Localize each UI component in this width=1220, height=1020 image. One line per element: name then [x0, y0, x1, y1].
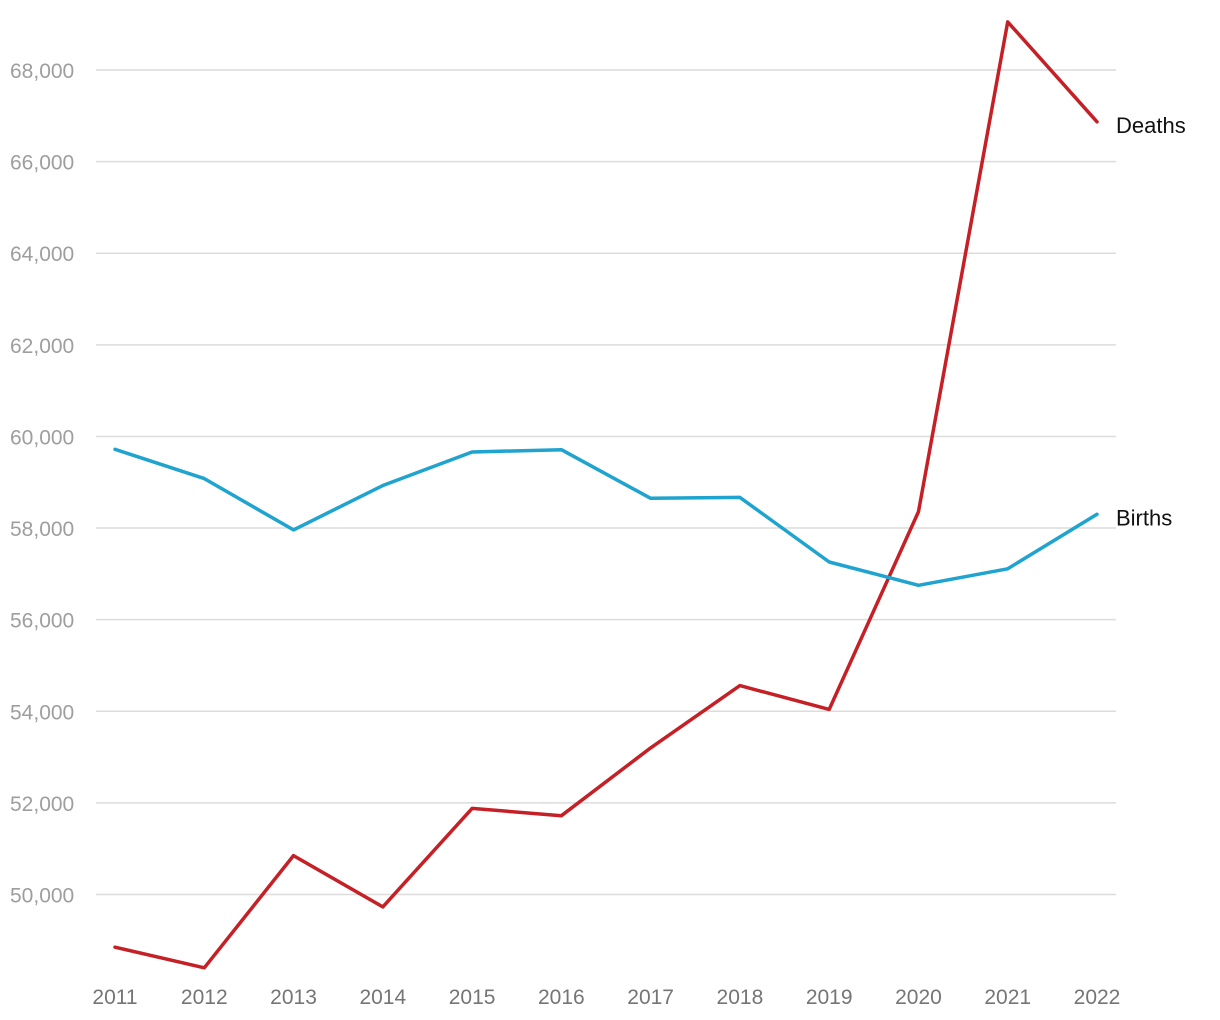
- x-tick-label: 2015: [449, 986, 496, 1009]
- x-tick-label: 2017: [627, 986, 674, 1009]
- x-tick-label: 2013: [270, 986, 317, 1009]
- births-line: [113, 447, 1099, 588]
- births-series-label: Births: [1116, 505, 1172, 530]
- x-tick-label: 2011: [92, 986, 137, 1009]
- x-tick-label: 2022: [1074, 986, 1121, 1009]
- series-lines: [113, 20, 1099, 970]
- y-tick-label: 64,000: [10, 243, 74, 266]
- y-tick-label: 52,000: [10, 793, 74, 816]
- y-tick-label: 54,000: [10, 701, 74, 724]
- deaths-line: [113, 20, 1099, 970]
- y-tick-label: 50,000: [10, 885, 74, 908]
- x-tick-label: 2018: [717, 986, 764, 1009]
- deaths-series-label: Deaths: [1116, 113, 1186, 138]
- gridlines: [96, 69, 1116, 896]
- y-axis-ticks: 50,000 52,000 54,000 56,000 58,000 60,000 62,0…: [10, 60, 74, 908]
- y-tick-label: 66,000: [10, 152, 74, 175]
- series-labels: Deaths Births: [1116, 113, 1186, 531]
- x-tick-label: 2021: [984, 986, 1031, 1009]
- x-axis-ticks: 2011 2012 2013 2014 2015 2016 2017 2018 2019 2020…: [92, 986, 1120, 1009]
- x-tick-label: 2014: [359, 986, 406, 1009]
- y-tick-label: 68,000: [10, 60, 74, 83]
- y-tick-label: 58,000: [10, 518, 74, 541]
- y-tick-label: 56,000: [10, 610, 74, 633]
- y-tick-label: 60,000: [10, 426, 74, 449]
- x-tick-label: 2012: [181, 986, 228, 1009]
- x-tick-label: 2020: [895, 986, 942, 1009]
- x-tick-label: 2016: [538, 986, 585, 1009]
- y-tick-label: 62,000: [10, 335, 74, 358]
- x-tick-label: 2019: [806, 986, 853, 1009]
